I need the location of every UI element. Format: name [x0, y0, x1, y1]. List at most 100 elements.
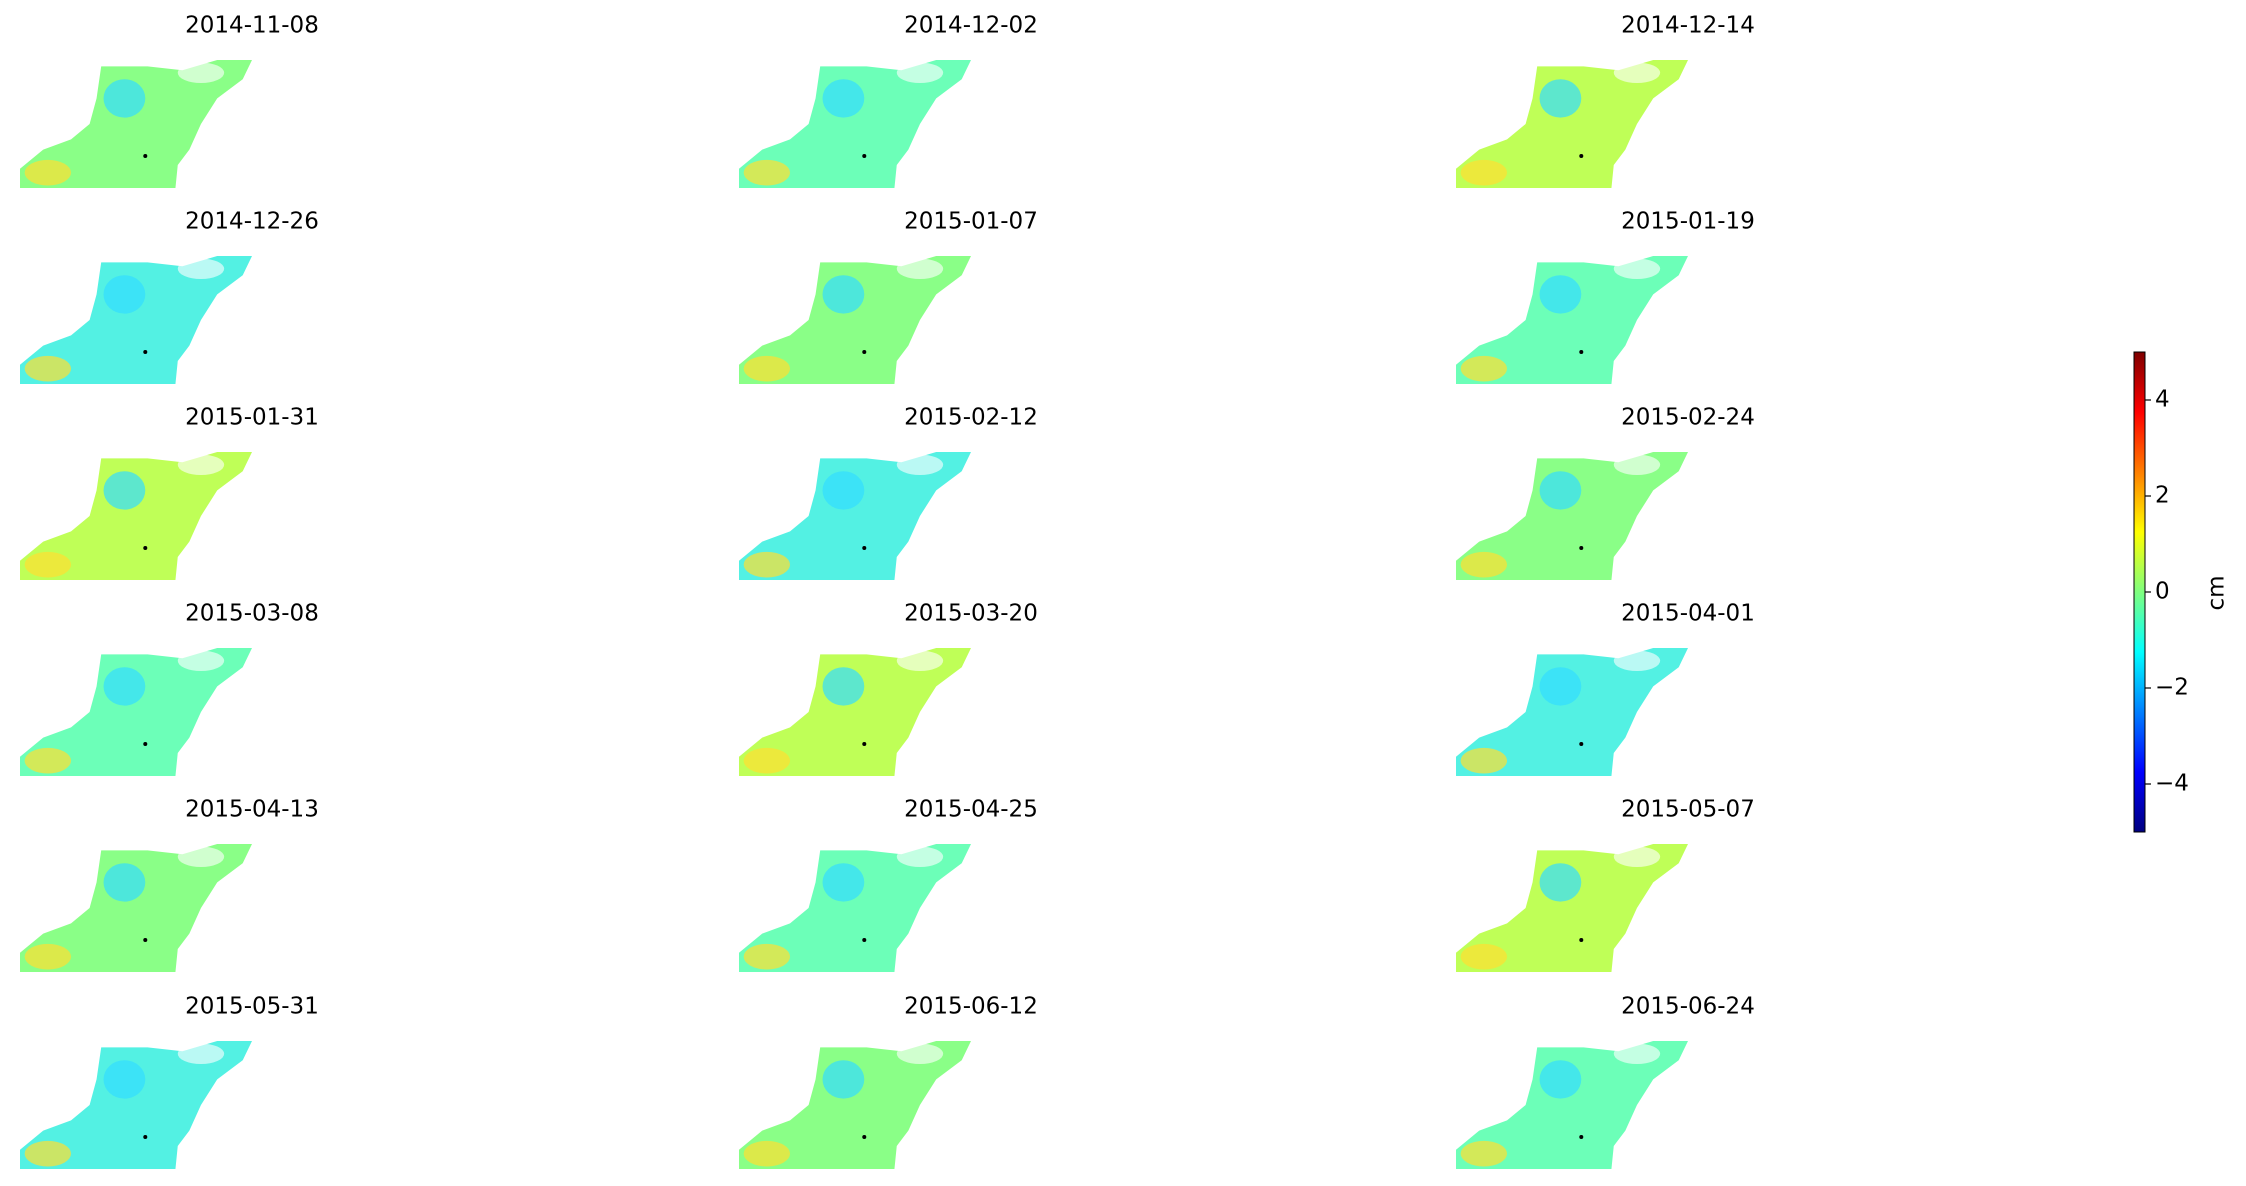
- map-patch: [743, 159, 791, 186]
- map-patch: [1539, 863, 1582, 902]
- map-patch: [1460, 159, 1508, 186]
- map-patch: [24, 355, 72, 382]
- map-patch: [1613, 1043, 1661, 1065]
- map-patch: [1539, 1060, 1582, 1099]
- reference-point: [143, 154, 148, 158]
- map-panel: [739, 256, 971, 384]
- reference-point: [1579, 154, 1584, 158]
- map-patch: [24, 943, 72, 970]
- map-patch: [743, 943, 791, 970]
- map-footprint: [20, 452, 252, 580]
- map-footprint: [1456, 60, 1688, 188]
- map-patch: [1460, 355, 1508, 382]
- map-footprint: [1456, 648, 1688, 776]
- map-patch: [1539, 667, 1582, 706]
- colorbar-tick-label: 4: [2155, 387, 2170, 413]
- map-patch: [896, 846, 944, 868]
- map-patch: [177, 846, 225, 868]
- map-patch: [1539, 79, 1582, 118]
- map-panel: [1456, 1041, 1688, 1169]
- map-panel: [739, 648, 971, 776]
- map-panel: [739, 1041, 971, 1169]
- map-footprint: [739, 844, 971, 972]
- map-patch: [24, 1140, 72, 1167]
- map-patch: [24, 159, 72, 186]
- map-panel: [1456, 844, 1688, 972]
- map-patch: [103, 863, 146, 902]
- panel-title: 2015-01-31: [185, 405, 319, 431]
- panel-title: 2015-03-08: [185, 601, 319, 627]
- map-patch: [177, 454, 225, 476]
- map-patch: [896, 650, 944, 672]
- panel-title: 2014-11-08: [185, 13, 319, 39]
- panel-title: 2015-01-07: [904, 209, 1038, 235]
- map-patch: [103, 275, 146, 314]
- panel-title: 2015-01-19: [1621, 209, 1755, 235]
- map-patch: [1460, 943, 1508, 970]
- panel-title: 2015-03-20: [904, 601, 1038, 627]
- map-patch: [177, 258, 225, 280]
- map-panel: [20, 844, 252, 972]
- reference-point: [862, 546, 867, 550]
- panel-title: 2015-06-24: [1621, 994, 1755, 1020]
- map-panel: [20, 648, 252, 776]
- map-patch: [822, 863, 865, 902]
- map-footprint: [20, 1041, 252, 1169]
- reference-point: [862, 350, 867, 354]
- map-patch: [896, 258, 944, 280]
- reference-point: [1579, 938, 1584, 942]
- map-footprint: [20, 648, 252, 776]
- panel-title: 2015-04-13: [185, 797, 319, 823]
- panel-title: 2015-02-12: [904, 405, 1038, 431]
- map-panel: [1456, 452, 1688, 580]
- panel-title: 2015-05-07: [1621, 797, 1755, 823]
- reference-point: [143, 546, 148, 550]
- reference-point: [143, 1135, 148, 1139]
- map-patch: [103, 1060, 146, 1099]
- panel-title: 2015-04-25: [904, 797, 1038, 823]
- colorbar: [2133, 351, 2146, 833]
- map-patch: [822, 1060, 865, 1099]
- reference-point: [143, 742, 148, 746]
- map-footprint: [739, 256, 971, 384]
- map-patch: [1539, 275, 1582, 314]
- map-patch: [177, 650, 225, 672]
- map-patch: [24, 551, 72, 578]
- map-footprint: [20, 256, 252, 384]
- map-patch: [1460, 551, 1508, 578]
- map-panel: [20, 452, 252, 580]
- map-footprint: [1456, 452, 1688, 580]
- map-patch: [177, 62, 225, 84]
- map-panel: [20, 1041, 252, 1169]
- map-patch: [822, 79, 865, 118]
- map-footprint: [1456, 256, 1688, 384]
- panel-title: 2014-12-02: [904, 13, 1038, 39]
- map-footprint: [1456, 1041, 1688, 1169]
- map-panel: [739, 844, 971, 972]
- reference-point: [143, 350, 148, 354]
- map-patch: [743, 355, 791, 382]
- panel-title: 2015-02-24: [1621, 405, 1755, 431]
- map-patch: [177, 1043, 225, 1065]
- reference-point: [1579, 350, 1584, 354]
- panel-title: 2015-06-12: [904, 994, 1038, 1020]
- map-patch: [896, 62, 944, 84]
- panel-title: 2015-05-31: [185, 994, 319, 1020]
- map-patch: [1613, 62, 1661, 84]
- map-panel: [1456, 648, 1688, 776]
- map-patch: [1613, 846, 1661, 868]
- map-patch: [896, 454, 944, 476]
- map-patch: [822, 667, 865, 706]
- map-patch: [103, 667, 146, 706]
- map-patch: [1460, 747, 1508, 774]
- map-panel: [20, 256, 252, 384]
- map-footprint: [20, 844, 252, 972]
- panel-title: 2014-12-26: [185, 209, 319, 235]
- map-footprint: [739, 648, 971, 776]
- map-footprint: [739, 452, 971, 580]
- map-footprint: [1456, 844, 1688, 972]
- map-panel: [20, 60, 252, 188]
- colorbar-tick-label: 0: [2155, 579, 2170, 605]
- map-patch: [1460, 1140, 1508, 1167]
